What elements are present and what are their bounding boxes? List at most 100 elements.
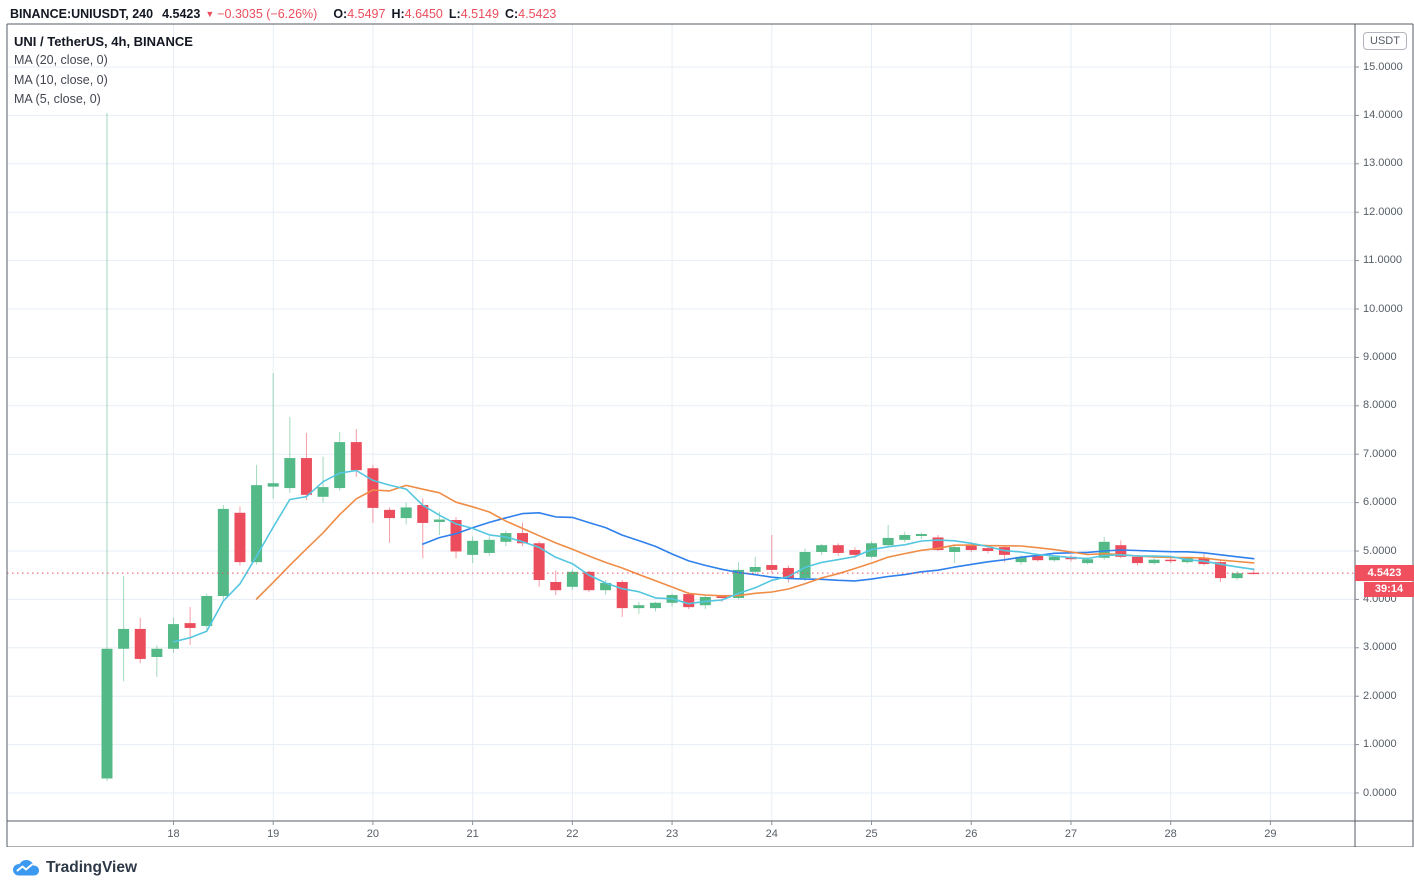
ma-5-line bbox=[172, 469, 1255, 643]
ma-10-line bbox=[255, 484, 1255, 600]
tradingview-brand-text[interactable]: TradingView bbox=[46, 858, 138, 876]
time-axis-label: 23 bbox=[665, 828, 679, 840]
tradingview-logo-icon[interactable] bbox=[12, 858, 39, 878]
candle bbox=[633, 601, 645, 614]
symbol-title[interactable]: BINANCE:UNIUSDT, 240 bbox=[10, 7, 154, 21]
candle bbox=[949, 545, 961, 564]
candle bbox=[101, 112, 113, 781]
candle bbox=[533, 541, 545, 587]
open-label: O: bbox=[333, 7, 348, 21]
candle bbox=[483, 536, 495, 556]
candle bbox=[766, 535, 778, 573]
candle bbox=[201, 593, 213, 631]
candle bbox=[217, 505, 229, 600]
candle bbox=[334, 431, 346, 491]
price-axis-label: 15.0000 bbox=[1363, 60, 1403, 73]
candle bbox=[134, 617, 146, 664]
price-axis-label: 2.0000 bbox=[1363, 689, 1397, 702]
candles-series bbox=[101, 112, 1260, 781]
high-value: 4.6450 bbox=[404, 7, 443, 21]
high-label: H: bbox=[391, 7, 405, 21]
time-axis-label: 28 bbox=[1164, 828, 1177, 840]
candle bbox=[882, 524, 894, 548]
candle bbox=[284, 416, 296, 493]
time-axis-label: 29 bbox=[1264, 828, 1277, 840]
price-axis-label: 3.0000 bbox=[1363, 641, 1397, 654]
candle bbox=[583, 570, 595, 593]
last-price-value: 4.5423 bbox=[162, 7, 201, 21]
time-axis-label: 22 bbox=[566, 828, 579, 840]
time-axis-label: 27 bbox=[1064, 828, 1078, 840]
candle bbox=[915, 532, 927, 539]
candle bbox=[400, 502, 412, 525]
candle bbox=[184, 607, 196, 645]
low-value: 4.5149 bbox=[460, 7, 499, 21]
candle bbox=[267, 373, 279, 499]
price-axis-label: 0.0000 bbox=[1363, 786, 1397, 799]
open-value: 4.5497 bbox=[347, 7, 386, 21]
legend-series-title[interactable]: UNI / TetherUS, 4h, BINANCE bbox=[14, 34, 193, 49]
price-axis-label: 5.0000 bbox=[1363, 544, 1397, 557]
time-axis-label: 21 bbox=[466, 828, 479, 840]
price-axis-label: 9.0000 bbox=[1363, 350, 1397, 363]
candle bbox=[350, 429, 362, 477]
candle bbox=[982, 546, 994, 554]
price-axis-label: 7.0000 bbox=[1363, 447, 1397, 460]
candle bbox=[649, 601, 661, 612]
symbol-info-bar[interactable]: BINANCE:UNIUSDT, 240 4.5423 ▼ −0.3035 (−… bbox=[10, 5, 556, 23]
price-change-value: −0.3035 (−6.26%) bbox=[217, 7, 318, 21]
candle bbox=[251, 464, 263, 565]
candle bbox=[799, 548, 811, 582]
ma-20-line bbox=[421, 511, 1255, 582]
price-axis-label: 11.0000 bbox=[1363, 254, 1402, 267]
time-axis-label: 20 bbox=[366, 828, 380, 840]
candle bbox=[300, 432, 312, 501]
candle bbox=[1198, 553, 1210, 566]
price-axis-label: 13.0000 bbox=[1363, 157, 1403, 170]
close-label: C: bbox=[504, 7, 519, 21]
price-axis-label: 1.0000 bbox=[1363, 738, 1397, 751]
bar-countdown-badge: 39:14 bbox=[1364, 582, 1414, 597]
legend-ma5[interactable]: MA (5, close, 0) bbox=[14, 92, 101, 106]
time-axis-label: 19 bbox=[267, 828, 280, 840]
price-axis-label: 12.0000 bbox=[1363, 205, 1403, 218]
candle bbox=[234, 506, 246, 566]
close-value: 4.5423 bbox=[518, 7, 557, 21]
candle bbox=[151, 645, 163, 677]
candle bbox=[1231, 571, 1243, 581]
price-axis-label: 14.0000 bbox=[1363, 108, 1403, 121]
candle bbox=[384, 507, 396, 543]
candle bbox=[467, 536, 479, 564]
candle bbox=[566, 569, 578, 590]
candle bbox=[167, 617, 179, 653]
candle bbox=[367, 464, 379, 523]
grid bbox=[7, 24, 1355, 821]
legend-ma10[interactable]: MA (10, close, 0) bbox=[14, 72, 108, 87]
time-axis-label: 18 bbox=[167, 828, 180, 840]
legend-ma20[interactable]: MA (20, close, 0) bbox=[14, 53, 108, 67]
candle bbox=[550, 570, 562, 596]
price-axis-label: 10.0000 bbox=[1363, 302, 1403, 315]
last-price-badge: 4.5423 bbox=[1355, 565, 1414, 582]
candle bbox=[749, 556, 761, 576]
candle bbox=[1148, 558, 1160, 565]
footer-bar: TradingView bbox=[0, 847, 1414, 888]
candle bbox=[899, 531, 911, 543]
time-axis-label: 25 bbox=[865, 828, 878, 840]
low-label: L: bbox=[448, 7, 461, 21]
candle bbox=[317, 456, 329, 503]
chart-legend: UNI / TetherUS, 4h, BINANCE MA (20, clos… bbox=[14, 32, 193, 110]
candle bbox=[417, 498, 429, 559]
price-down-arrow-icon: ▼ bbox=[205, 9, 215, 19]
candle bbox=[616, 580, 628, 617]
candle bbox=[1165, 557, 1177, 564]
price-axis-label: 6.0000 bbox=[1363, 496, 1397, 509]
candle bbox=[816, 543, 828, 555]
candle bbox=[683, 592, 695, 610]
time-axis-label: 26 bbox=[965, 828, 978, 840]
currency-unit-button[interactable]: USDT bbox=[1363, 32, 1407, 50]
candle bbox=[1048, 555, 1060, 562]
time-axis-label: 24 bbox=[765, 828, 778, 840]
